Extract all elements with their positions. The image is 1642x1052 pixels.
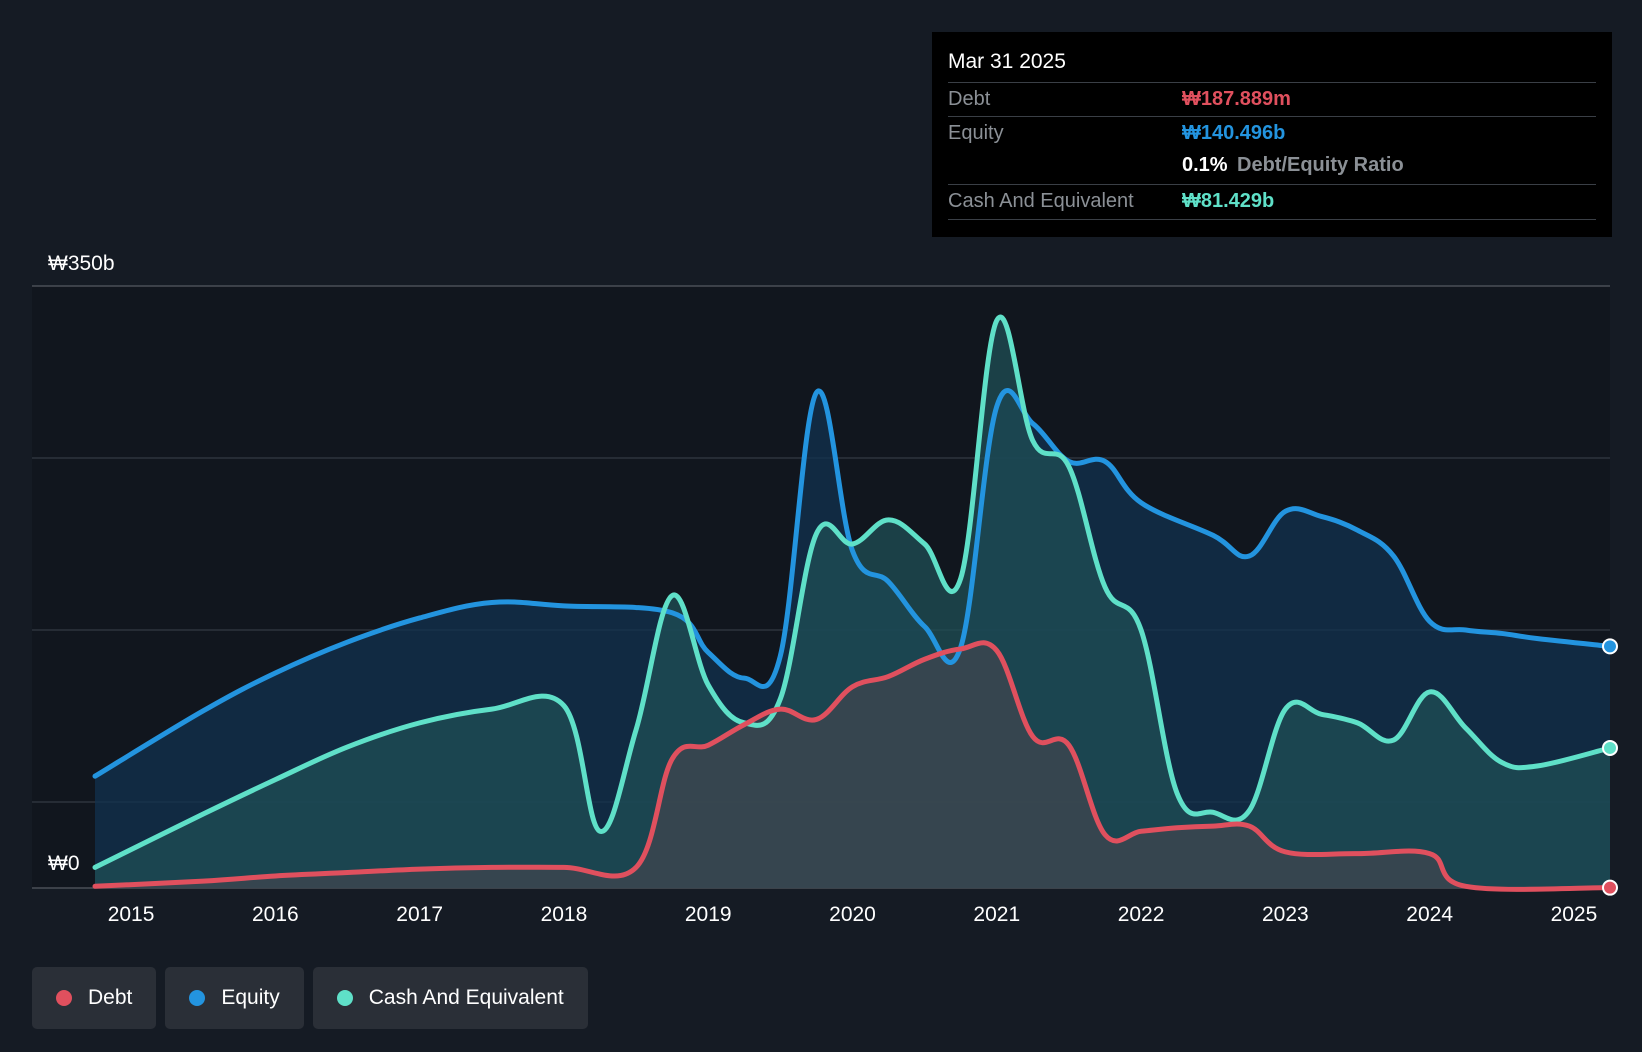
x-tick-2025: 2025 — [1551, 903, 1598, 926]
legend-dot-equity-icon — [189, 990, 206, 1006]
x-tick-2020: 2020 — [829, 903, 876, 926]
tooltip-ratio-value: 0.1% — [1182, 154, 1228, 176]
x-tick-2017: 2017 — [396, 903, 443, 926]
debt-equity-chart: ₩350b ₩0 2015 2016 2017 2018 2019 2020 2021 202… — [32, 252, 1618, 926]
x-tick-2021: 2021 — [973, 903, 1020, 926]
x-tick-2015: 2015 — [108, 903, 155, 926]
line-equity — [92, 388, 1613, 779]
tooltip-equity-value: ₩140.496b — [1182, 122, 1286, 144]
tooltip-debt-value: ₩187.889m — [1182, 88, 1291, 110]
tooltip-cash-label: Cash And Equivalent — [948, 190, 1134, 212]
tooltip-row-ratio: 0.1% Debt/Equity Ratio — [948, 150, 1596, 184]
y-label-top: ₩350b — [48, 252, 115, 275]
x-tick-2022: 2022 — [1118, 903, 1165, 926]
tooltip-row-cash: Cash And Equivalent ₩81.429b — [948, 184, 1596, 220]
tooltip: Mar 31 2025 Debt ₩187.889m Equity ₩140.4… — [932, 32, 1612, 237]
tooltip-row-equity: Equity ₩140.496b — [948, 116, 1596, 151]
x-tick-2018: 2018 — [541, 903, 588, 926]
end-marker-cash-and-equivalent — [1602, 739, 1618, 756]
x-tick-2019: 2019 — [685, 903, 732, 926]
tooltip-row-debt: Debt ₩187.889m — [948, 82, 1596, 117]
line-debt — [92, 640, 1613, 892]
legend-item-equity[interactable]: Equity — [165, 967, 304, 1029]
x-tick-2024: 2024 — [1406, 903, 1453, 926]
end-marker-equity — [1602, 638, 1618, 655]
area-cash-and-equivalent — [95, 317, 1610, 888]
line-cash-and-equivalent — [92, 314, 1613, 870]
tooltip-ratio-label: Debt/Equity Ratio — [1237, 154, 1404, 176]
legend: Debt Equity Cash And Equivalent — [32, 967, 588, 1029]
legend-item-debt[interactable]: Debt — [32, 967, 157, 1029]
legend-label-debt: Debt — [88, 986, 133, 1009]
end-marker-debt — [1602, 879, 1618, 896]
tooltip-equity-label: Equity — [948, 122, 1004, 144]
legend-dot-debt-icon — [56, 990, 72, 1006]
x-axis-ticks: 2015 2016 2017 2018 2019 2020 2021 2022 2023 2024… — [108, 903, 1598, 926]
legend-dot-cash-icon — [336, 990, 353, 1006]
area-debt — [95, 642, 1610, 890]
series-lines — [92, 314, 1613, 892]
y-label-bottom: ₩0 — [48, 852, 80, 875]
tooltip-debt-label: Debt — [948, 88, 991, 110]
x-tick-2023: 2023 — [1262, 903, 1309, 926]
legend-item-cash[interactable]: Cash And Equivalent — [312, 967, 588, 1029]
x-tick-2016: 2016 — [252, 903, 299, 926]
legend-label-cash: Cash And Equivalent — [368, 986, 564, 1009]
series-areas — [95, 317, 1610, 890]
tooltip-date: Mar 31 2025 — [948, 50, 1066, 73]
end-markers — [1602, 638, 1618, 896]
tooltip-cash-value: ₩81.429b — [1182, 190, 1275, 212]
legend-label-equity: Equity — [221, 986, 280, 1009]
